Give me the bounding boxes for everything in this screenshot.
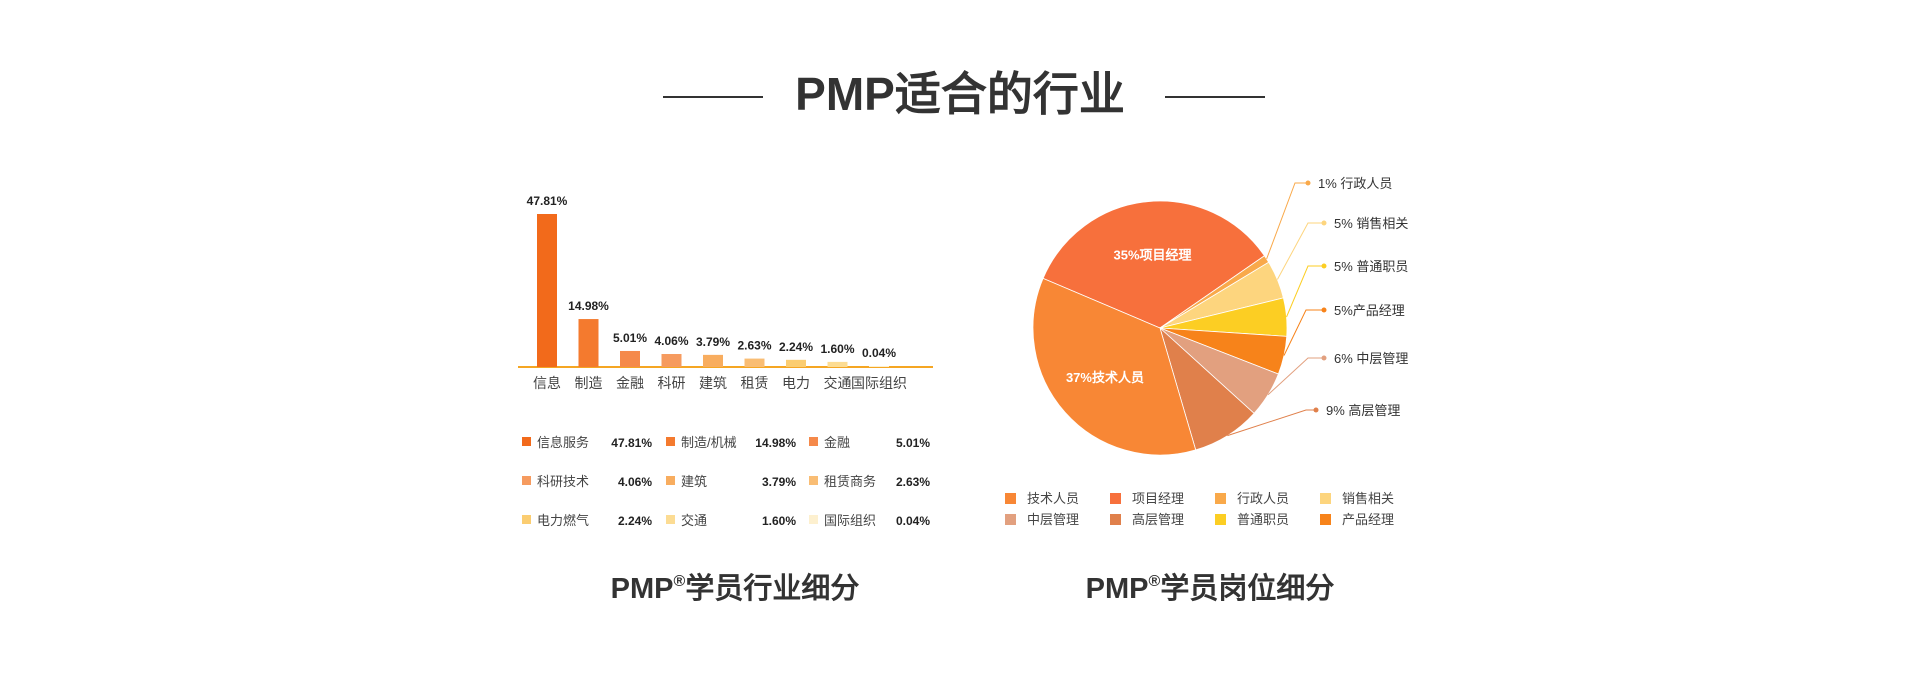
title-rule-left	[663, 96, 763, 98]
bar-legend-value: 47.81%	[611, 436, 652, 450]
bar-category-label: 制造	[575, 375, 603, 391]
page-title: PMP适合的行业	[795, 68, 1125, 120]
bar-legend-swatch	[522, 515, 531, 524]
pie-outer-label: 1% 行政人员	[1318, 176, 1392, 191]
bar-5	[703, 354, 723, 367]
bar-category-label: 交通	[824, 375, 852, 391]
title-rule-right	[1165, 96, 1265, 98]
bar-legend-label: 建筑	[681, 474, 707, 489]
pie-callout-dot	[1305, 180, 1311, 186]
pie-legend-label: 技术人员	[1027, 491, 1079, 506]
bar-legend-swatch	[809, 476, 818, 485]
bar-4	[661, 354, 682, 367]
bar-legend-swatch	[522, 437, 531, 446]
bar-value-label: 14.98%	[568, 299, 609, 313]
pie-legend-label: 产品经理	[1342, 512, 1394, 527]
pie-callout-dot	[1321, 307, 1327, 313]
bar-8	[827, 361, 848, 367]
position-chart-caption: PMP®学员岗位细分	[1085, 573, 1335, 605]
pie-legend-swatch	[1320, 514, 1331, 525]
pie-slice-8	[1032, 277, 1197, 456]
pie-callout-line	[1283, 309, 1324, 356]
bar-legend-swatch	[809, 515, 818, 524]
pie-outer-label: 5% 普通职员	[1334, 259, 1408, 274]
pie-outer-label: 6% 中层管理	[1334, 351, 1408, 366]
bar-value-label: 0.04%	[862, 346, 896, 360]
bar-legend-swatch	[809, 437, 818, 446]
bar-category-label: 租赁	[741, 375, 769, 391]
pie-legend-label: 中层管理	[1027, 512, 1079, 527]
bar-value-label: 1.60%	[820, 342, 854, 356]
pie-callout-dot	[1313, 407, 1319, 413]
pie-legend-label: 高层管理	[1132, 512, 1184, 527]
pie-outer-label: 9% 高层管理	[1326, 403, 1400, 418]
bar-2	[578, 319, 599, 367]
pie-legend-swatch	[1110, 493, 1121, 504]
pie-inner-label: 35%项目经理	[1113, 248, 1191, 263]
pie-callout-line	[1276, 222, 1324, 280]
bar-legend-swatch	[666, 476, 675, 485]
bar-legend-label: 交通	[681, 513, 707, 528]
bar-category-label: 国际组织	[851, 375, 907, 391]
pie-legend-swatch	[1320, 493, 1331, 504]
pie-legend-label: 普通职员	[1237, 512, 1289, 527]
pie-callout-dot	[1321, 220, 1327, 226]
pie-legend-swatch	[1110, 514, 1121, 525]
pie-legend-label: 销售相关	[1342, 491, 1394, 506]
bar-legend-value: 2.63%	[896, 475, 930, 489]
pie-legend-label: 行政人员	[1237, 491, 1289, 506]
bar-category-label: 建筑	[699, 375, 727, 391]
pie-outer-label: 5%产品经理	[1334, 303, 1405, 318]
bar-value-label: 4.06%	[654, 334, 688, 348]
bar-category-label: 金融	[616, 375, 644, 391]
bar-legend-label: 制造/机械	[681, 435, 737, 450]
pie-callout-line	[1227, 409, 1316, 437]
pie-legend-swatch	[1215, 493, 1226, 504]
pie-slice-1	[1042, 200, 1266, 329]
pie-legend-swatch	[1005, 493, 1016, 504]
bar-7	[786, 359, 806, 367]
bar-legend-label: 国际组织	[824, 513, 876, 528]
bar-category-label: 电力	[782, 375, 810, 391]
bar-legend-swatch	[666, 437, 675, 446]
industry-chart-caption: PMP®学员行业细分	[610, 573, 860, 605]
bar-6	[744, 358, 765, 367]
pie-outer-label: 5% 销售相关	[1334, 216, 1408, 231]
pie-legend-swatch	[1005, 514, 1016, 525]
bar-legend-value: 3.79%	[762, 475, 796, 489]
bar-legend-label: 信息服务	[537, 435, 589, 450]
bar-legend-label: 金融	[824, 435, 850, 450]
bar-legend-label: 租赁商务	[824, 474, 876, 489]
bar-category-label: 信息	[533, 375, 561, 391]
pie-callout-line	[1266, 182, 1308, 260]
pie-legend-label: 项目经理	[1132, 491, 1184, 506]
pie-callout-dot	[1321, 263, 1327, 269]
pie-callout-line	[1286, 265, 1324, 318]
bar-value-label: 2.63%	[737, 339, 771, 353]
bar-value-label: 5.01%	[613, 331, 647, 345]
bar-legend-value: 2.24%	[618, 514, 652, 528]
bar-3	[620, 350, 640, 367]
bar-legend-value: 1.60%	[762, 514, 796, 528]
bar-legend-value: 4.06%	[618, 475, 652, 489]
bar-legend-swatch	[666, 515, 675, 524]
bar-value-label: 47.81%	[527, 194, 568, 208]
bar-9	[869, 366, 889, 367]
bar-legend-label: 电力燃气	[537, 513, 589, 528]
bar-legend-value: 5.01%	[896, 436, 930, 450]
pie-callout-dot	[1321, 355, 1327, 361]
bar-category-label: 科研	[658, 375, 686, 391]
bar-value-label: 2.24%	[779, 340, 813, 354]
bar-legend-label: 科研技术	[537, 474, 589, 489]
bar-value-label: 3.79%	[696, 335, 730, 349]
bar-1	[537, 214, 557, 367]
bar-legend-swatch	[522, 476, 531, 485]
pie-legend-swatch	[1215, 514, 1226, 525]
bar-legend-value: 0.04%	[896, 514, 930, 528]
pie-inner-label: 37%技术人员	[1066, 370, 1144, 385]
bar-legend-value: 14.98%	[755, 436, 796, 450]
pie-callout-line	[1267, 357, 1324, 396]
